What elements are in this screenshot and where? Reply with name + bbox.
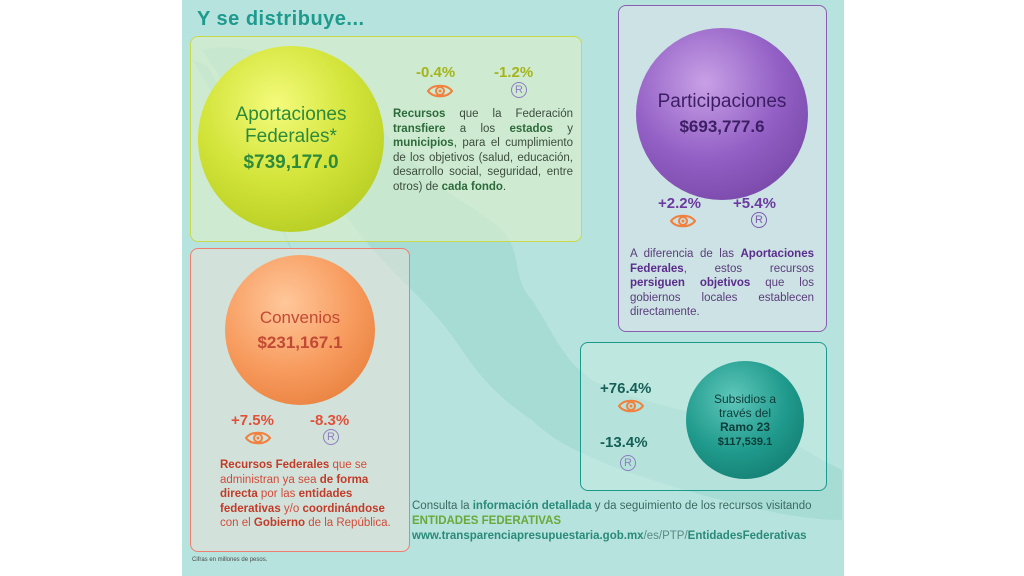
registered-icon: R [751,212,767,228]
convenios-pct-r: -8.3% [310,412,350,429]
emphasis-text: Gobierno [253,517,306,529]
url-page[interactable]: EntidadesFederativas [687,530,807,542]
page-title: Y se distribuye... [197,8,365,30]
emphasis-text: de forma directa [220,473,369,501]
aportaciones-sphere: Aportaciones Federales* $739,177.0 [198,46,384,232]
body-text: que los gobiernos locales establecen dir… [630,277,814,318]
emphasis-text: Aportaciones Federales [630,248,814,275]
registered-icon: R [620,455,636,471]
subsidios-value: $117,539.1 [717,436,773,448]
participaciones-value: $693,777.6 [679,117,765,136]
url-path[interactable]: /es/PTP/ [643,530,688,542]
body-text: , estos recursos [683,262,814,275]
subsidios-pct-eye: +76.4% [600,380,652,397]
convenios-description: Recursos Federales que se administran ya… [220,458,400,531]
aportaciones-value: $739,177.0 [243,152,339,173]
participaciones-pct-eye: +2.2% [658,195,701,212]
aportaciones-name-2: Federales* [245,126,337,147]
eye-icon [427,84,453,98]
registered-icon: R [511,82,527,98]
url-domain[interactable]: www.transparenciapresupuestaria.gob.mx [412,530,644,542]
body-text: y/o [280,502,303,515]
body-text: y [552,122,573,135]
aportaciones-description: Recursos que la Federación transfiere a … [393,107,573,194]
convenios-pct-eye: +7.5% [231,412,274,429]
body-text: , para el cumplimiento de los objetivos … [393,137,573,193]
subsidios-name-3: Ramo 23 [719,420,771,434]
emphasis-text: entidades federativas [220,488,353,515]
emphasis-text: transfiere [393,122,446,135]
subsidios-pct-r: -13.4% [600,434,648,451]
emphasis-text: persiguen objetivos [630,277,751,289]
aportaciones-pct-r: -1.2% [494,64,534,81]
convenios-sphere: Convenios $231,167.1 [225,255,375,405]
convenios-value: $231,167.1 [257,333,343,352]
consulta-pre: Consulta la [412,500,473,512]
subsidios-sphere: Subsidios a través del Ramo 23 $117,539.… [686,361,804,479]
body-text: que la Federación [445,108,573,120]
emphasis-text: Recursos [393,108,446,120]
subsidios-name-1: Subsidios a [713,392,777,406]
body-text: por las [257,488,299,500]
body-text: de la República. [305,517,391,529]
participaciones-pct-r: +5.4% [733,195,776,212]
consulta-bold: información detallada [472,500,592,512]
convenios-name: Convenios [259,308,341,327]
body-text: que se administran ya sea [220,459,368,486]
body-text: A diferencia de las [630,248,741,260]
aportaciones-pct-eye: -0.4% [416,64,456,81]
registered-icon: R [323,429,339,445]
emphasis-text: Recursos Federales [220,459,330,471]
emphasis-text: cada fondo [441,180,503,193]
body-text: . [502,180,507,193]
consulta-text: Consulta la información detallada y da s… [412,499,842,544]
aportaciones-name-1: Aportaciones [235,104,347,125]
emphasis-text: municipios [393,137,454,149]
emphasis-text: coordinándose [302,502,385,515]
eye-icon [245,431,271,445]
participaciones-sphere: Participaciones $693,777.6 [636,28,808,200]
participaciones-description: A diferencia de las Aportaciones Federal… [630,247,814,320]
eye-icon [670,214,696,228]
entidades-label: ENTIDADES FEDERATIVAS [412,515,562,527]
eye-icon [618,399,644,413]
consulta-mid: y da seguimiento de los recursos visitan… [591,500,812,512]
footnote: Cifras en millones de pesos. [192,557,268,563]
subsidios-name-2: través del [718,406,772,420]
participaciones-name: Participaciones [657,91,787,112]
emphasis-text: estados [509,122,553,135]
body-text: a los [445,122,510,135]
body-text: con el [220,517,254,529]
